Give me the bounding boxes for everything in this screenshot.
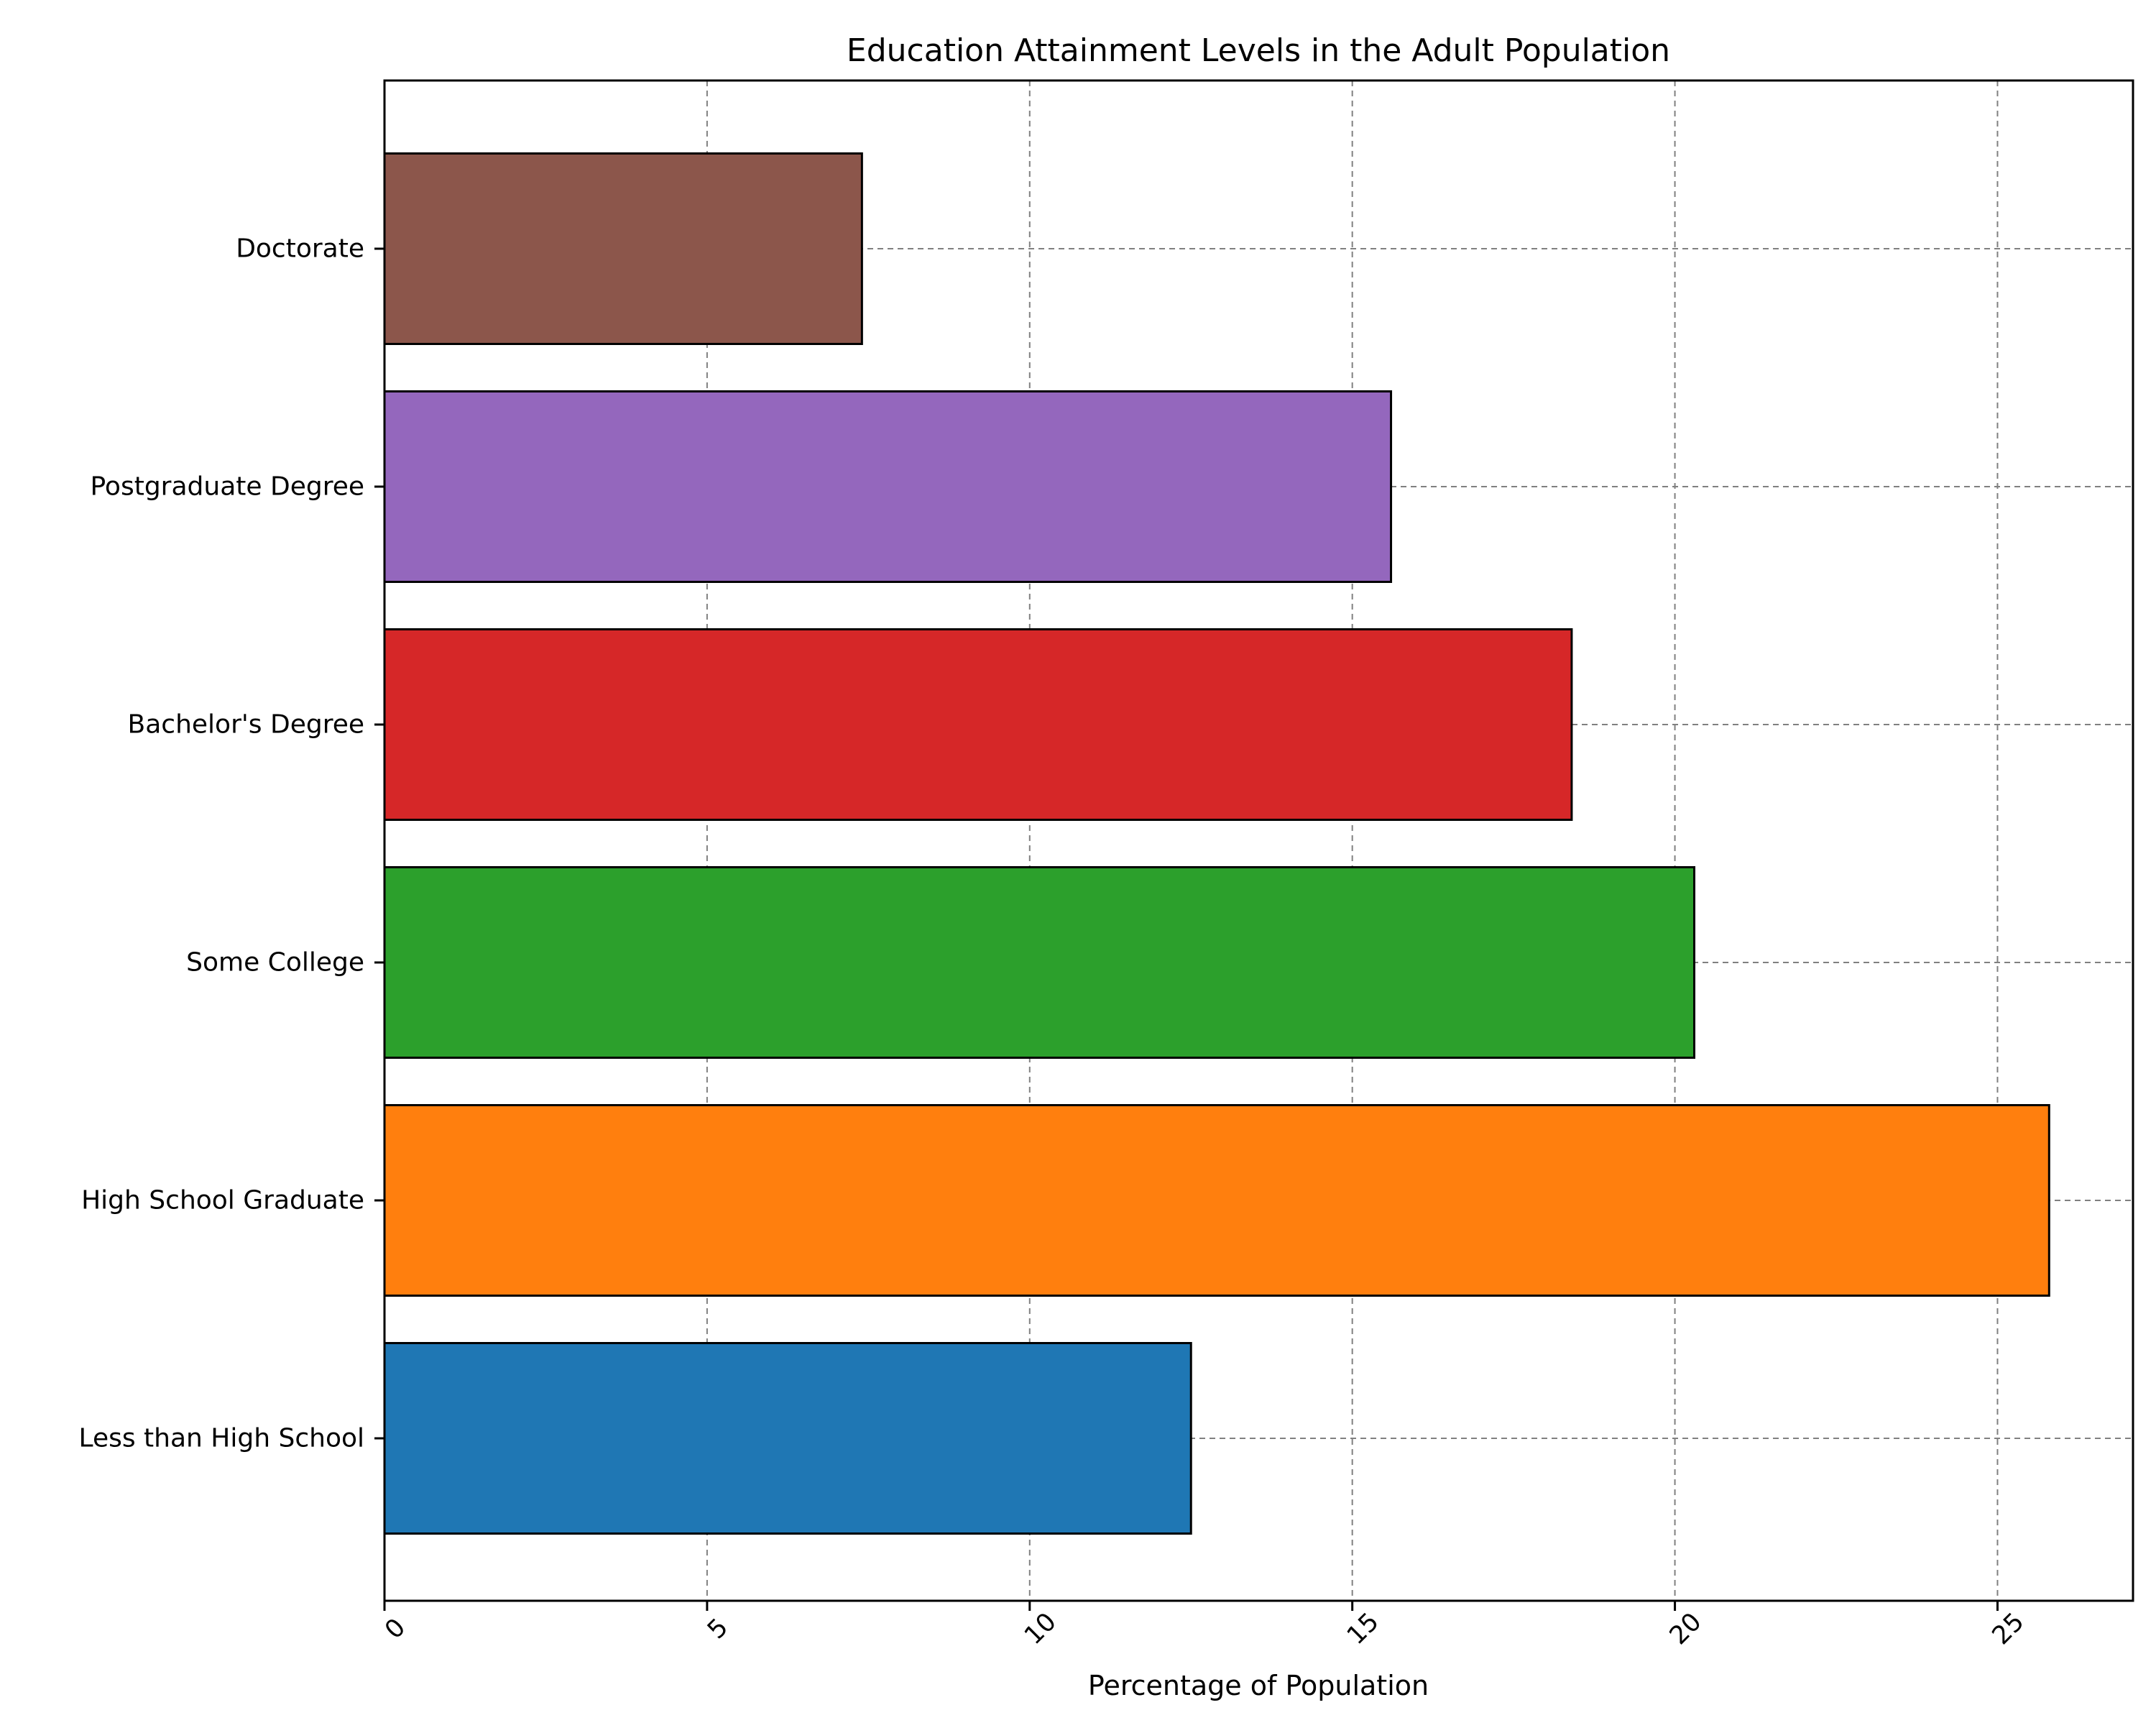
x-tick-label: 5 bbox=[702, 1613, 734, 1645]
y-tick-label: Doctorate bbox=[236, 234, 364, 264]
bars bbox=[383, 152, 2050, 1535]
bar bbox=[383, 866, 1696, 1059]
chart-title: Education Attainment Levels in the Adult… bbox=[847, 32, 1670, 69]
x-tick-label: 15 bbox=[1342, 1607, 1385, 1650]
x-axis-label: Percentage of Population bbox=[1088, 1670, 1429, 1701]
x-tick-label: 25 bbox=[1987, 1607, 2030, 1650]
y-tick-label: Some College bbox=[186, 948, 364, 978]
x-axis: 0 5 10 15 20 25 bbox=[379, 1601, 2030, 1650]
bar bbox=[383, 1342, 1192, 1535]
bar bbox=[383, 1104, 2050, 1297]
y-tick-label: Less than High School bbox=[79, 1424, 364, 1453]
bar bbox=[383, 628, 1573, 821]
y-tick-label: Bachelor's Degree bbox=[128, 710, 364, 740]
plot-frame bbox=[383, 79, 2134, 1602]
bar bbox=[383, 390, 1393, 583]
y-axis: Less than High School High School Graduat… bbox=[79, 234, 384, 1453]
x-tick-label: 10 bbox=[1019, 1607, 1062, 1650]
x-tick-label: 0 bbox=[379, 1613, 411, 1645]
y-tick-label: High School Graduate bbox=[81, 1186, 364, 1215]
x-tick-label: 20 bbox=[1664, 1607, 1708, 1650]
y-tick-label: Postgraduate Degree bbox=[91, 472, 365, 502]
bar bbox=[383, 152, 863, 345]
